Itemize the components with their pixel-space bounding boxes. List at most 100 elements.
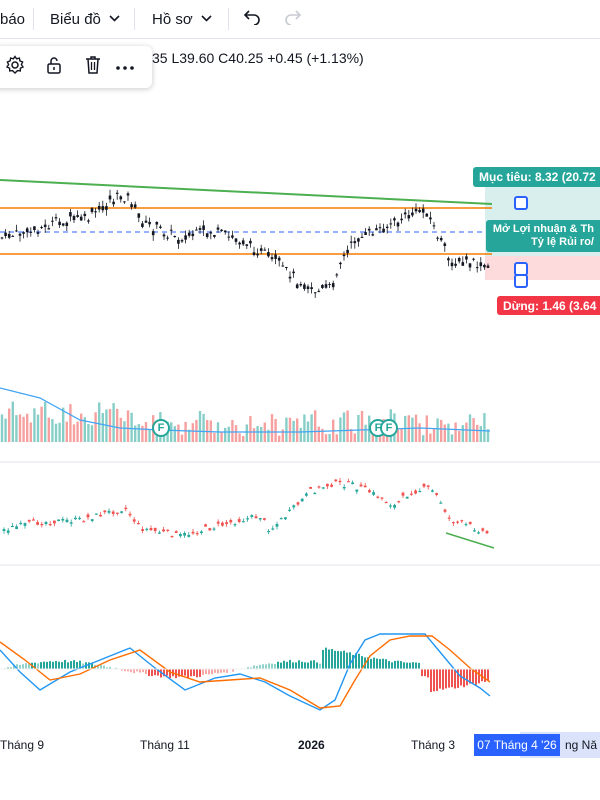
- delete-button[interactable]: [82, 55, 104, 78]
- candle-body: [191, 233, 195, 237]
- volume-bar: [396, 429, 400, 442]
- volume-bar: [278, 435, 281, 442]
- chart-canvas[interactable]: [0, 0, 600, 732]
- candle-body: [202, 225, 205, 230]
- target-label[interactable]: Mục tiêu: 8.32 (20.72: [473, 167, 600, 187]
- position-info-box[interactable]: Mở Lợi nhuận & Th Tỷ lệ Rủi ro/: [486, 220, 600, 252]
- candle-body: [22, 232, 25, 234]
- volume-bar: [184, 421, 187, 442]
- candle-body: [439, 502, 443, 504]
- volume-bar: [242, 435, 245, 442]
- volume-bar: [224, 427, 227, 442]
- candle-body: [326, 483, 329, 487]
- settings-button[interactable]: [4, 54, 26, 78]
- ohlc-legend: 35 L39.60 C40.25 +0.45 (+1.13%): [152, 50, 364, 66]
- volume-bar: [314, 410, 317, 442]
- candle-body: [18, 233, 22, 236]
- candle-body: [401, 492, 405, 496]
- macd-hist-bar: [256, 665, 258, 669]
- volume-bar: [360, 410, 364, 442]
- candle-body: [155, 221, 159, 225]
- volume-bar: [443, 424, 446, 442]
- macd-hist-bar: [271, 663, 273, 669]
- candle-body: [27, 519, 31, 522]
- volume-bar: [454, 422, 457, 442]
- candle-body: [454, 263, 457, 266]
- candle-body: [447, 258, 450, 261]
- candle-body: [169, 229, 173, 231]
- candle-body: [475, 267, 479, 269]
- macd-hist-bar: [406, 662, 408, 669]
- candle-body: [69, 212, 72, 217]
- macd-hist-bar: [220, 669, 222, 673]
- candle-body: [378, 227, 382, 229]
- macd-hist-bar: [451, 669, 453, 688]
- volume-bar: [62, 407, 65, 442]
- volume-bar: [486, 429, 490, 442]
- macd-hist-bar: [487, 669, 489, 681]
- macd-hist-bar: [427, 669, 429, 678]
- divergence-line[interactable]: [445, 532, 495, 549]
- macd-hist-bar: [439, 669, 441, 689]
- macd-hist-bar: [19, 664, 21, 669]
- candle-body: [468, 521, 472, 524]
- toolbar-partial-item[interactable]: báo: [0, 0, 25, 38]
- target-handle[interactable]: [514, 196, 528, 210]
- macd-hist-bar: [64, 659, 66, 669]
- axis-label-partial: ng Nă: [565, 738, 598, 752]
- toolbar-divider: [228, 8, 229, 30]
- candle-body: [396, 222, 400, 227]
- volume-bar: [234, 425, 238, 442]
- candle-body: [108, 195, 112, 200]
- macd-hist-bar: [358, 653, 360, 669]
- candle-body: [61, 223, 65, 226]
- candle-body: [249, 240, 252, 244]
- candle-body: [360, 236, 364, 238]
- candle-body: [267, 252, 270, 257]
- macd-hist-bar: [310, 660, 312, 669]
- candle-body: [407, 215, 411, 219]
- macd-hist-bar: [331, 649, 333, 669]
- macd-hist-bar: [34, 662, 36, 669]
- time-axis[interactable]: Tháng 9 Tháng 11 2026 Tháng 3: [0, 732, 600, 758]
- macd-hist-bar: [40, 662, 42, 669]
- lock-button[interactable]: [43, 56, 65, 78]
- event-marker[interactable]: F: [152, 419, 170, 437]
- volume-bar: [353, 433, 356, 442]
- macd-hist-bar: [16, 664, 18, 669]
- candle-body: [238, 242, 241, 245]
- macd-hist-bar: [67, 662, 69, 669]
- loss-zone[interactable]: [485, 256, 600, 280]
- candle-body: [357, 238, 360, 242]
- candle-body: [321, 284, 324, 288]
- macd-hist-bar: [322, 649, 324, 669]
- candle-body: [44, 521, 48, 524]
- profile-menu-button[interactable]: Hồ sơ: [152, 0, 212, 38]
- chart-menu-button[interactable]: Biểu đồ: [50, 0, 120, 38]
- stop-label[interactable]: Dừng: 1.46 (3.64: [497, 296, 600, 315]
- macd-hist-bar: [100, 665, 102, 669]
- candle-body: [144, 220, 148, 223]
- candle-body: [65, 222, 69, 227]
- macd-hist-bar: [43, 661, 45, 669]
- event-marker[interactable]: F: [380, 419, 398, 437]
- candle-body: [19, 522, 23, 525]
- more-button[interactable]: [114, 56, 136, 78]
- redo-button[interactable]: [284, 0, 302, 38]
- candle-body: [32, 519, 35, 521]
- stop-handle[interactable]: [514, 274, 528, 288]
- candle-body: [425, 213, 429, 217]
- secondary-candles: [2, 478, 489, 538]
- undo-button[interactable]: [243, 0, 261, 38]
- volume-bar: [450, 434, 454, 442]
- candle-body: [342, 254, 346, 257]
- trend-line[interactable]: [0, 179, 493, 205]
- candle-body: [4, 232, 7, 237]
- volume-bar: [324, 434, 328, 442]
- volume-bar: [141, 425, 144, 442]
- volume-bar: [317, 426, 320, 442]
- volume-bar: [112, 403, 115, 442]
- candle-body: [170, 535, 174, 538]
- candle-body: [443, 243, 447, 246]
- macd-hist-bar: [370, 658, 372, 669]
